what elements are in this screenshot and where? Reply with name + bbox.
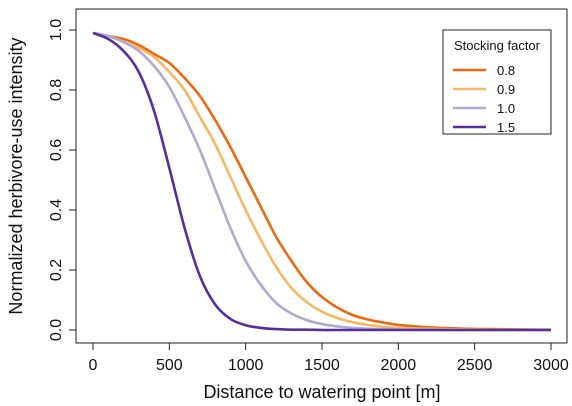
x-tick-label: 1500 — [304, 357, 340, 374]
legend-label-1.5: 1.5 — [497, 120, 515, 135]
y-axis: 0.0 0.2 0.4 0.6 0.8 1.0 — [48, 19, 76, 341]
legend-title: Stocking factor — [454, 38, 541, 53]
y-axis-title: Normalized herbivore-use intensity — [6, 37, 26, 314]
x-tick-label: 2500 — [457, 357, 493, 374]
x-tick-label: 2000 — [381, 357, 417, 374]
x-tick-label: 500 — [156, 357, 183, 374]
x-tick-label: 0 — [89, 357, 98, 374]
y-tick-label: 0.4 — [48, 199, 65, 221]
x-axis-title: Distance to watering point [m] — [203, 382, 440, 402]
legend-label-0.8: 0.8 — [497, 63, 515, 78]
y-tick-label: 0.6 — [48, 139, 65, 161]
legend: Stocking factor 0.8 0.9 1.0 1.5 — [442, 29, 552, 135]
y-tick-label: 0.8 — [48, 79, 65, 101]
series-line-0.8 — [92, 31, 552, 331]
x-tick-label: 3000 — [533, 357, 569, 374]
x-axis: 0 500 1000 1500 2000 2500 3000 — [89, 343, 569, 374]
series-lines — [92, 31, 552, 332]
legend-label-0.9: 0.9 — [497, 82, 515, 97]
x-tick-label: 1000 — [228, 357, 264, 374]
legend-label-1.0: 1.0 — [497, 101, 515, 116]
y-tick-label: 1.0 — [48, 19, 65, 41]
y-tick-label: 0.2 — [48, 259, 65, 281]
legend-items: 0.8 0.9 1.0 1.5 — [453, 63, 515, 135]
legend-box — [442, 29, 552, 135]
series-line-1.5 — [92, 31, 551, 332]
y-tick-label: 0.0 — [48, 319, 65, 341]
